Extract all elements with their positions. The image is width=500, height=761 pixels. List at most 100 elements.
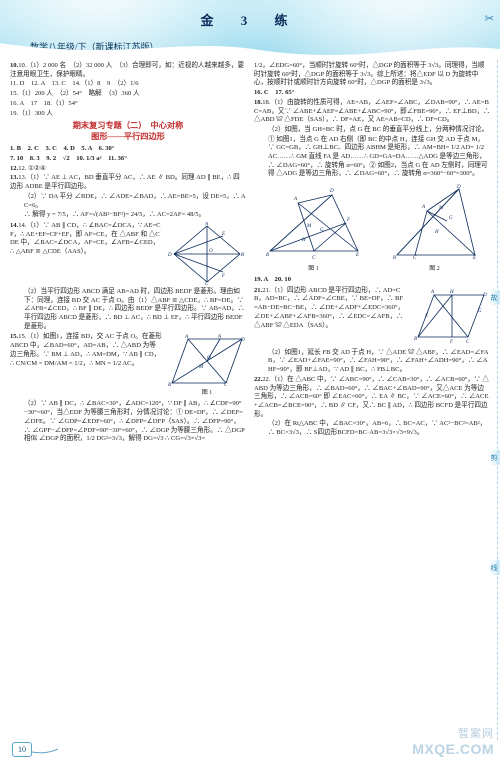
figure-18-1: BE DA CF GMH 图 1 [262, 181, 366, 274]
svg-text:H: H [434, 230, 439, 235]
svg-text:F: F [346, 218, 351, 223]
svg-text:M: M [438, 206, 444, 211]
watermark-line1: 暂案网 [412, 725, 494, 741]
svg-text:M: M [198, 365, 204, 370]
svg-text:D: D [168, 253, 172, 258]
svg-text:H: H [449, 290, 454, 295]
page-header: 金 3 练 数学八年级/下（新课标江苏版） ✂ [0, 0, 500, 56]
svg-text:C: C [312, 256, 316, 261]
item-r-top: 1/2，∠EDG=60°，当顺时针旋转 60°时，△DGP 的面积等于 3√3。… [254, 62, 490, 88]
item-r22: 22.22.（1）在 △ABC 中，∵ ∠ABC=90°，∴ ∠CAB=30°，… [254, 376, 490, 420]
section-title-line1: 期末复习专题（二） 中心对称 [73, 121, 184, 130]
watermark: 暂案网 MXQE.COM [412, 725, 494, 757]
figure-row-18: BE DA CF GMH 图 1 [254, 181, 490, 274]
item-14: 14.14.（1）∵ AB ∥ CD，∴ ∠BAC=∠DCA，∵ AE=CF，∴… [10, 222, 162, 257]
svg-text:A: A [430, 290, 435, 295]
svg-text:C: C [466, 340, 470, 345]
item-r22b: （2）在 Rt△ABC 中，∠BAC=30°，AB=6，∴ BC=AC，∵ AC… [268, 420, 490, 437]
figure-14: A B C D O E F [168, 222, 246, 286]
content-columns: 10.10.（1）2 000 名 （2）32 000 人 （3）合理即可，如：近… [10, 62, 490, 445]
page-number: 10 [12, 742, 32, 757]
star-diagram1-icon: BE DA CF GMH [262, 181, 366, 265]
scissor-icon: ✂ [485, 12, 494, 25]
item-r16: 16. C 17. 65° [254, 89, 490, 98]
svg-text:G: G [320, 228, 324, 233]
svg-text:F: F [449, 340, 454, 345]
svg-text:M: M [306, 224, 312, 229]
svg-text:D: D [456, 185, 461, 190]
svg-text:G: G [449, 216, 453, 221]
right-column: 1/2，∠EDG=60°，当顺时针旋转 60°时，△DGP 的面积等于 3√3。… [254, 62, 490, 445]
page-number-block: 10 [12, 743, 58, 757]
svg-text:O: O [209, 249, 213, 254]
page: 金 3 练 数学八年级/下（新课标江苏版） ✂ 故 剪 线 10.10.（1）2… [0, 0, 500, 761]
item-r21b: （2）如图1，延长 FB 交 AD 于点 H，∵ △ADE ≌ △ABF，∴ ∠… [268, 349, 490, 375]
svg-text:A: A [421, 205, 426, 210]
figure-18-2: B E D A G C H M 图 2 [387, 181, 483, 274]
item-12b: 12.12. ①②④ [10, 165, 246, 174]
svg-text:D: D [240, 338, 245, 343]
figure-15-label: 图 1 [168, 390, 246, 398]
item-r18: 18.18.（1）由旋转的性质可得，AE=AB，∠AEF=∠ABC，∠DAB=9… [254, 99, 490, 125]
item-r19: 19. A 20. 10 [254, 276, 490, 285]
svg-text:B: B [393, 256, 396, 261]
left-column: 10.10.（1）2 000 名 （2）32 000 人 （3）合理即可，如：近… [10, 62, 246, 445]
side-tab-3: 线 [489, 560, 500, 575]
watermark-line2: MXQE.COM [412, 741, 494, 757]
text: 12. ①②④ [18, 165, 46, 172]
svg-text:B: B [168, 383, 171, 388]
text: 18.（1）由旋转的性质可得，AE=AB，∠AEF=∠ABC，∠DAB=90°，… [254, 99, 490, 123]
svg-text:H: H [301, 238, 306, 243]
svg-text:F: F [221, 274, 226, 279]
item-13: 13.13.（1）∵ AE ⊥ AC，BD 垂直平分 AC，∴ AE ∥ BD。… [10, 174, 246, 191]
svg-text:E: E [424, 314, 428, 319]
figure-18-1-label: 图 1 [262, 266, 366, 274]
text: 10.（1）2 000 名 （2）32 000 人 （3）合理即可，如：近视的人… [10, 62, 244, 78]
text: 22.（1）在 △ABC 中，∵ ∠ABC=90°，∴ ∠CAB=30°，∴ ∠… [254, 376, 489, 418]
svg-text:O: O [207, 356, 211, 361]
svg-text:G: G [478, 309, 482, 314]
item-15b: 15.15.（1）如图1，连接 BD，交 AC 于点 O。在菱形 ABCD 中，… [10, 333, 162, 368]
svg-text:D: D [482, 293, 487, 298]
svg-text:B: B [241, 253, 244, 258]
row-21: 21.21.（1）四边形 ABCD 是平行四边形，∴ AD=CB，AD=BC，∴… [254, 287, 490, 347]
item-11: 11. D 12. A 13. C 14.（1）8 9 （2）1/6 [10, 80, 246, 89]
row-14: 14.14.（1）∵ AB ∥ CD，∴ ∠BAC=∠DCA，∵ AE=CF，∴… [10, 222, 246, 286]
svg-text:D: D [329, 189, 334, 194]
section-title: 期末复习专题（二） 中心对称 图形——平行四边形 [10, 120, 246, 142]
svg-text:A: A [204, 222, 209, 227]
item-13c: ∴ 解得 y = 7/5，∴ AF=√(AB²−BF²)= 24/5，∴ AC=… [24, 211, 246, 220]
item-19: 19.（1）300 人 [10, 110, 246, 119]
rhombus2-diagram-icon: AD BC NOM [168, 333, 246, 389]
figure-15: AD BC NOM 图 1 [168, 333, 246, 398]
rhombus-diagram-icon: A B C D O E F [168, 222, 246, 286]
svg-text:C: C [224, 383, 228, 388]
parallelogram-diagram-icon: A H D G B F C E [412, 287, 490, 347]
item-13b: （2）∵ DA 平分 ∠BDE，∴ ∠ADE=∠BAD，∴ AE=BE=5，设 … [24, 193, 246, 210]
brand-title: 金 3 练 [200, 10, 299, 29]
svg-text:E: E [221, 232, 225, 237]
star-diagram2-icon: B E D A G C H M [387, 181, 483, 265]
item-r18c: ① 如图1，当点 G 在 AD 右侧（即 BC 的中点 H，连接 GH 交 AD… [268, 136, 490, 180]
svg-text:E: E [472, 256, 476, 261]
item-15c: （2）∵ AB ∥ DC，∴ ∠BAC=30°，∠ADC=120°，∵ DF ∥… [24, 400, 246, 444]
svg-text:A: A [293, 197, 298, 202]
svg-text:B: B [414, 337, 417, 342]
text: 15.（1）如图1，连接 BD，交 AC 于点 O。在菱形 ABCD 中，∠BA… [10, 333, 162, 366]
cut-dash-line [497, 60, 498, 740]
side-tab-2: 剪 [489, 450, 500, 465]
side-tab-1: 故 [489, 290, 500, 305]
svg-text:N: N [217, 335, 222, 340]
text: 21.（1）四边形 ABCD 是平行四边形，∴ AD=CB，AD=BC，∴ ∠A… [254, 287, 404, 329]
answers-row-2: 7. 10 8. 3 9. 2 √2 10. 1/3 a² 11. 36° [10, 155, 246, 164]
answers-row-1: 1. B 2. C 3. C 4. D 5. A 6. 30° [10, 145, 246, 154]
section-title-line2: 图形——平行四边形 [91, 132, 165, 141]
svg-text:C: C [205, 282, 209, 286]
item-r18b: （2）如图，当 GH=BC 时，点 G 在 BC 的垂直平分线上，分两种情况讨论… [268, 126, 490, 135]
header-wave-icon [0, 43, 500, 57]
item-10: 10.10.（1）2 000 名 （2）32 000 人 （3）合理即可，如：近… [10, 62, 246, 79]
figure-18-2-label: 图 2 [387, 266, 483, 274]
text: 14.（1）∵ AB ∥ CD，∴ ∠BAC=∠DCA，∵ AE=CF，∴ AE… [10, 222, 161, 255]
item-15: 15.（1）200 人 （2）54° 略解 （3）360 人 [10, 90, 246, 99]
svg-text:C: C [413, 256, 417, 261]
